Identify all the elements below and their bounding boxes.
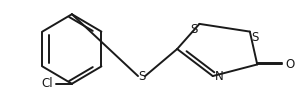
Text: N: N: [215, 70, 224, 83]
Text: O: O: [285, 58, 295, 71]
Text: S: S: [138, 70, 145, 83]
Text: S: S: [252, 31, 259, 44]
Text: S: S: [190, 23, 198, 36]
Text: Cl: Cl: [41, 77, 53, 90]
